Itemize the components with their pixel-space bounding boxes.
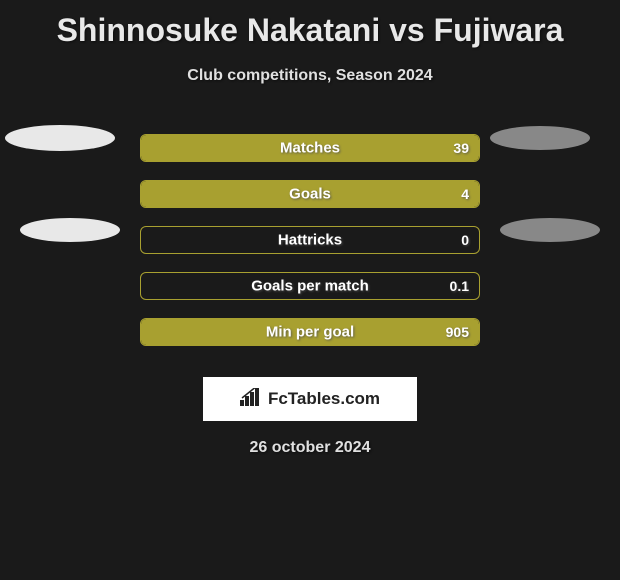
bar-container: Min per goal 905 xyxy=(140,318,480,346)
bar-label: Matches xyxy=(280,140,340,157)
bar-container: Goals 4 xyxy=(140,180,480,208)
bar-value: 905 xyxy=(446,324,469,340)
bar-label: Goals per match xyxy=(251,278,369,295)
bar-value: 4 xyxy=(461,186,469,202)
bar-value: 0 xyxy=(461,232,469,248)
left-ellipse-0 xyxy=(5,125,115,151)
right-ellipse-0 xyxy=(490,126,590,150)
stat-row: Goals per match 0.1 xyxy=(0,263,620,309)
bar-container: Goals per match 0.1 xyxy=(140,272,480,300)
stat-row: Matches 39 xyxy=(0,125,620,171)
logo-content: FcTables.com xyxy=(240,388,380,411)
logo-box: FcTables.com xyxy=(203,377,417,421)
date-text: 26 october 2024 xyxy=(0,439,620,457)
bar-label: Min per goal xyxy=(266,324,354,341)
bar-container: Hattricks 0 xyxy=(140,226,480,254)
page-subtitle: Club competitions, Season 2024 xyxy=(0,67,620,85)
bar-value: 39 xyxy=(453,140,469,156)
page-title: Shinnosuke Nakatani vs Fujiwara xyxy=(0,0,620,49)
chart-icon xyxy=(240,388,262,411)
bar-label: Hattricks xyxy=(278,232,342,249)
stat-row: Goals 4 xyxy=(0,171,620,217)
bar-label: Goals xyxy=(289,186,331,203)
stat-row: Min per goal 905 xyxy=(0,309,620,355)
stat-row: Hattricks 0 xyxy=(0,217,620,263)
bar-container: Matches 39 xyxy=(140,134,480,162)
stats-chart: Matches 39 Goals 4 Hattricks 0 Goals per… xyxy=(0,125,620,355)
logo-text: FcTables.com xyxy=(268,389,380,409)
bar-value: 0.1 xyxy=(450,278,469,294)
